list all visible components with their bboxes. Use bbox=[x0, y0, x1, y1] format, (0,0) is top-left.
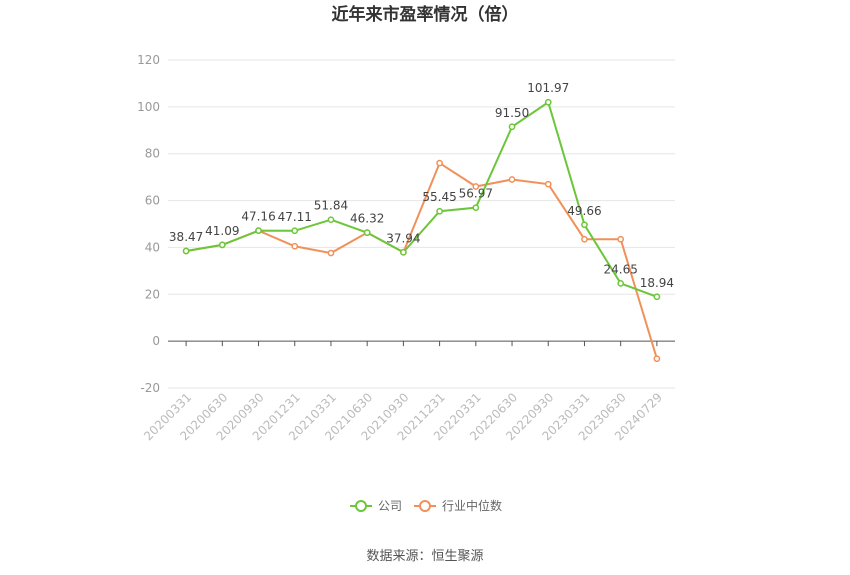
data-point bbox=[291, 227, 299, 235]
data-point bbox=[255, 227, 262, 235]
data-label: 101.97 bbox=[527, 81, 569, 95]
series bbox=[182, 98, 661, 363]
data-label: 47.16 bbox=[241, 210, 275, 224]
y-tick-label: 120 bbox=[137, 53, 160, 67]
y-tick-label: 0 bbox=[152, 334, 160, 348]
y-tick-label: 40 bbox=[145, 240, 160, 254]
chart-title: 近年来市盈率情况（倍） bbox=[332, 4, 519, 25]
data-point bbox=[436, 159, 443, 167]
y-tick-label: 20 bbox=[145, 287, 160, 301]
data-label: 56.97 bbox=[459, 187, 493, 201]
data-label: 18.94 bbox=[640, 276, 674, 290]
data-point bbox=[508, 176, 516, 183]
data-label: 51.84 bbox=[314, 199, 348, 213]
data-point bbox=[617, 235, 625, 243]
data-label: 49.66 bbox=[567, 204, 601, 218]
data-label: 37.94 bbox=[386, 231, 420, 245]
data-point bbox=[617, 280, 625, 287]
data-point bbox=[472, 204, 480, 212]
data-label: 55.45 bbox=[422, 190, 456, 204]
y-tick-label: 80 bbox=[145, 147, 160, 161]
data-point bbox=[581, 235, 588, 243]
legend-label: 公司 bbox=[378, 499, 402, 513]
legend-marker bbox=[355, 500, 367, 512]
data-label: 41.09 bbox=[205, 224, 239, 238]
data-point bbox=[218, 241, 226, 249]
series-line bbox=[185, 161, 658, 360]
data-point bbox=[508, 123, 516, 131]
data-point bbox=[544, 98, 552, 106]
data-label: 38.47 bbox=[169, 230, 203, 244]
data-point bbox=[472, 183, 480, 190]
y-tick-label: -20 bbox=[140, 381, 160, 395]
legend: 公司 行业中位数 bbox=[350, 498, 502, 513]
data-point bbox=[327, 249, 335, 257]
data-label: 91.50 bbox=[495, 106, 529, 120]
data-point bbox=[544, 180, 552, 188]
data-point bbox=[653, 293, 661, 301]
data-label: 47.11 bbox=[278, 210, 312, 224]
data-label: 46.32 bbox=[350, 212, 384, 226]
data-point bbox=[291, 242, 299, 250]
data-point bbox=[653, 355, 661, 363]
y-tick-label: 100 bbox=[137, 100, 160, 114]
source-note: 数据来源：恒生聚源 bbox=[366, 549, 483, 564]
data-point bbox=[400, 248, 407, 256]
legend-label: 行业中位数 bbox=[442, 498, 502, 513]
data-point bbox=[363, 229, 371, 236]
data-point bbox=[327, 216, 335, 224]
y-tick-label: 60 bbox=[145, 194, 160, 208]
data-label: 24.65 bbox=[603, 262, 637, 276]
series-line bbox=[185, 100, 658, 298]
grid bbox=[168, 59, 675, 389]
data-point bbox=[581, 221, 588, 229]
data-point bbox=[182, 247, 190, 255]
legend-marker bbox=[419, 500, 431, 512]
data-point bbox=[436, 207, 443, 215]
